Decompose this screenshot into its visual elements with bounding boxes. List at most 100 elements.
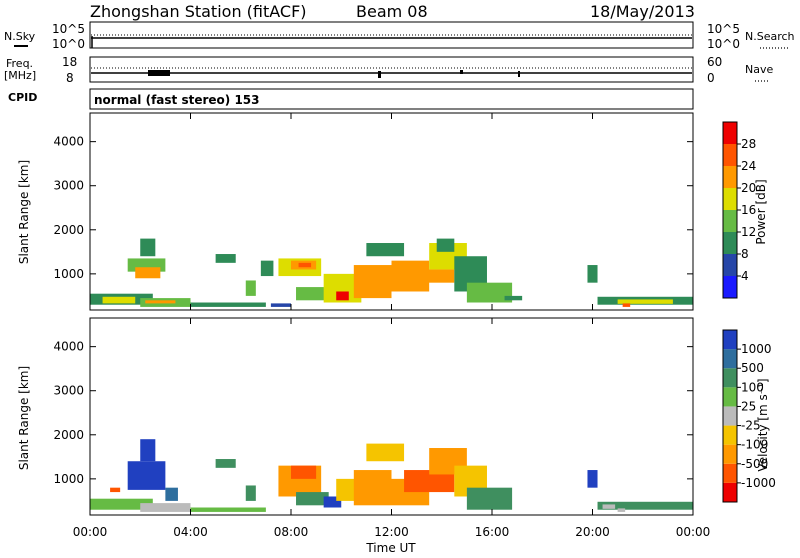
power-colorbar-tick-label: 8 — [741, 247, 749, 261]
nsky-tick-low: 10^0 — [52, 37, 85, 51]
x-tick-label: 08:00 — [274, 525, 309, 539]
x-tick-label: 16:00 — [475, 525, 510, 539]
velocity-ytick-label: 2000 — [53, 428, 84, 442]
nsearch-tick-high: 10^5 — [707, 22, 740, 36]
nsky-strip-frame — [89, 21, 694, 49]
velocity-colorbar-swatch — [723, 406, 737, 426]
cpid-mode: normal (fast stereo) 153 — [94, 93, 260, 107]
power-cell — [298, 262, 312, 268]
velocity-cell — [165, 487, 178, 501]
velocity-colorbar-tick-label: -100 — [741, 438, 768, 452]
power-colorbar-swatch — [723, 210, 737, 232]
power-ylabel: Slant Range [km] — [17, 160, 31, 264]
velocity-cell — [466, 487, 513, 510]
nsearch-label: N.Search — [745, 30, 795, 43]
velocity-colorbar-tick-label: 1000 — [741, 342, 772, 356]
power-cell — [215, 254, 236, 263]
power-colorbar-swatch — [723, 144, 737, 166]
velocity-colorbar-label: Velocity [m s⁻¹] — [756, 378, 770, 471]
velocity-cell — [602, 504, 616, 509]
velocity-colorbar-frame — [722, 329, 738, 503]
power-cell — [504, 295, 523, 301]
power-colorbar-swatch — [723, 254, 737, 276]
freq-tick-low: 8 — [66, 71, 74, 85]
velocity-colorbar-swatch — [723, 425, 737, 445]
velocity-cell — [587, 470, 598, 488]
power-colorbar-label: Power [dB] — [754, 179, 768, 244]
power-cell — [353, 265, 392, 299]
cpid-label: CPID — [8, 91, 37, 104]
velocity-colorbar-tick-label: -1000 — [741, 476, 776, 490]
velocity-ytick-label: 4000 — [53, 340, 84, 354]
power-cell — [617, 299, 673, 304]
power-colorbar-swatch — [723, 276, 737, 298]
velocity-cell — [245, 485, 256, 501]
x-tick-label: 20:00 — [575, 525, 610, 539]
power-cell — [622, 303, 631, 307]
power-colorbar-swatch — [723, 122, 737, 144]
beam-label: Beam 08 — [356, 2, 428, 21]
nave-tick-high: 60 — [707, 55, 722, 69]
velocity-colorbar-tick-label: 500 — [741, 361, 764, 375]
velocity-colorbar-tick-label: -500 — [741, 457, 768, 471]
power-colorbar-swatch — [723, 188, 737, 210]
nave-tick-low: 0 — [707, 71, 715, 85]
power-cell — [270, 303, 291, 307]
velocity-cell — [617, 508, 626, 512]
freq-label-2: [MHz] — [4, 69, 36, 82]
velocity-colorbar-swatch — [723, 330, 737, 350]
freq-scatter — [148, 70, 520, 78]
velocity-cell — [353, 470, 392, 506]
velocity-ytick-label: 3000 — [53, 384, 84, 398]
power-cell — [296, 287, 329, 301]
velocity-cell — [110, 487, 121, 493]
velocity-cell — [404, 470, 455, 493]
velocity-ytick-label: 1000 — [53, 472, 84, 486]
x-tick-label: 04:00 — [173, 525, 208, 539]
power-colorbar: 4 8 12 16 20 24 28 — [722, 121, 756, 299]
power-ytick-label: 3000 — [53, 179, 84, 193]
velocity-cell — [215, 459, 236, 468]
x-axis-label: Time UT — [365, 541, 416, 554]
velocity-cell — [190, 507, 266, 512]
power-cell — [366, 243, 405, 257]
velocity-cell — [296, 492, 329, 506]
velocity-colorbar: -1000 -500 -100 -25 25 100 500 1000 — [722, 329, 776, 503]
freq-strip-frame — [89, 56, 694, 83]
velocity-colorbar-swatch — [723, 463, 737, 483]
power-cell — [260, 260, 274, 277]
station-title: Zhongshan Station (fitACF) — [90, 2, 307, 21]
nsky-label: N.Sky — [4, 30, 36, 43]
power-colorbar-tick-label: 28 — [741, 137, 756, 151]
velocity-cell — [366, 443, 405, 462]
power-cell — [145, 300, 176, 304]
freq-tick-high: 18 — [62, 55, 77, 69]
velocity-cell — [90, 498, 153, 510]
velocity-colorbar-swatch — [723, 444, 737, 464]
nave-label: Nave — [745, 63, 773, 76]
x-tick-label: 00:00 — [676, 525, 711, 539]
power-cell — [135, 267, 161, 279]
power-cell — [436, 238, 455, 252]
velocity-colorbar-swatch — [723, 387, 737, 407]
velocity-colorbar-swatch — [723, 482, 737, 502]
velocity-colorbar-swatch — [723, 368, 737, 388]
velocity-colorbar-swatch — [723, 349, 737, 369]
power-colorbar-tick-label: 24 — [741, 159, 756, 173]
power-cell — [190, 302, 266, 307]
power-colorbar-tick-label: 20 — [741, 181, 756, 195]
power-cell — [466, 282, 513, 303]
freq-label-1: Freq. — [6, 57, 33, 70]
velocity-cell — [140, 439, 156, 462]
nsky-tick-high: 10^5 — [52, 22, 85, 36]
velocity-cell — [140, 503, 191, 512]
velocity-colorbar-tick-label: -25 — [741, 419, 761, 433]
x-tick-label: 12:00 — [374, 525, 409, 539]
power-colorbar-tick-label: 12 — [741, 225, 756, 239]
power-cell — [404, 269, 455, 283]
velocity-cell — [291, 465, 317, 479]
velocity-panel: 1000 2000 3000 4000 Slant Range [km] — [17, 317, 694, 516]
power-colorbar-tick-label: 16 — [741, 203, 756, 217]
velocity-cell — [597, 501, 693, 510]
